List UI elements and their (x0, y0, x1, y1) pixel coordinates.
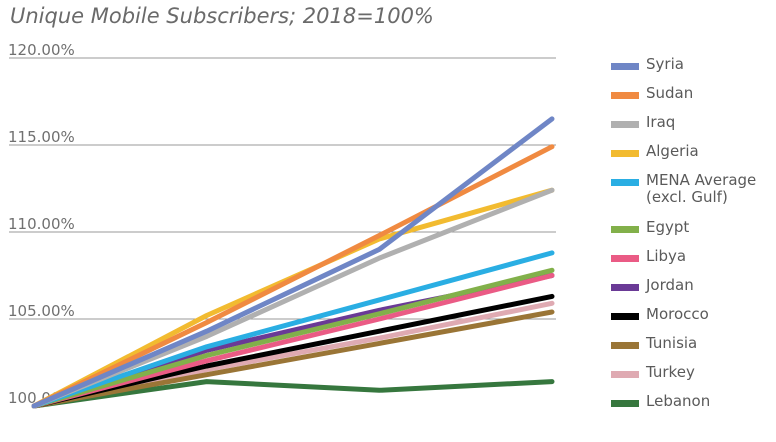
legend-swatch (611, 371, 639, 378)
legend-label: Lebanon (646, 392, 711, 410)
legend-item: Morocco (611, 306, 776, 328)
legend-item: Jordan (611, 277, 776, 299)
legend-item: Sudan (611, 85, 776, 107)
legend-item: Iraq (611, 114, 776, 136)
legend-label: Jordan (646, 276, 694, 294)
y-tick-label: 115.00% (8, 128, 75, 146)
legend-item: Turkey (611, 364, 776, 386)
series-line-tunisia (31, 309, 555, 409)
legend-item: Libya (611, 248, 776, 270)
legend-item: Syria (611, 56, 776, 78)
series-line-morocco (31, 293, 555, 409)
legend-label: Morocco (646, 305, 709, 323)
legend-label: Algeria (646, 142, 699, 160)
y-tick-label: 105.00% (8, 302, 75, 320)
series-line-sudan (31, 144, 555, 409)
legend-label: Turkey (646, 363, 695, 381)
legend-label: Libya (646, 247, 687, 265)
legend-item: Lebanon (611, 393, 776, 415)
legend-label: Syria (646, 55, 684, 73)
series-line-syria (31, 116, 555, 409)
legend-swatch (611, 150, 639, 157)
legend-item: Algeria (611, 143, 776, 165)
series-layer (31, 116, 555, 409)
series-line-lebanon (31, 379, 555, 409)
legend-label: Tunisia (646, 334, 698, 352)
legend-swatch (611, 179, 639, 186)
legend-label: MENA Average (excl. Gulf) (646, 171, 757, 206)
legend-swatch (611, 400, 639, 407)
legend-swatch (611, 92, 639, 99)
series-line-egypt (31, 267, 555, 409)
legend-item: Egypt (611, 219, 776, 241)
legend-swatch (611, 255, 639, 262)
legend-item: Tunisia (611, 335, 776, 357)
legend-swatch (611, 63, 639, 70)
y-tick-label: 110.00% (8, 215, 75, 233)
legend-swatch (611, 121, 639, 128)
y-tick-label: 120.00% (8, 41, 75, 59)
legend-label: Sudan (646, 84, 694, 102)
legend-swatch (611, 313, 639, 320)
series-line-mena-average (31, 250, 555, 409)
legend-swatch (611, 284, 639, 291)
chart-title: Unique Mobile Subscribers; 2018=100% (10, 4, 434, 28)
legend-label: Iraq (646, 113, 676, 131)
series-line-libya (31, 273, 555, 409)
legend-swatch (611, 226, 639, 233)
legend-swatch (611, 342, 639, 349)
legend-label: Egypt (646, 218, 690, 236)
legend-item: MENA Average (excl. Gulf) (611, 172, 776, 206)
